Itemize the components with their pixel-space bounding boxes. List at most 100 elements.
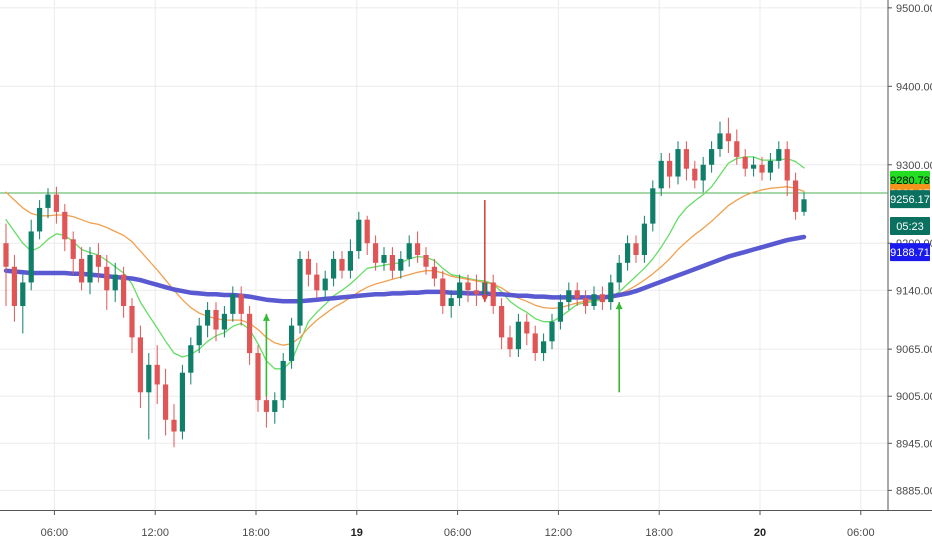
- candle-body: [709, 149, 715, 165]
- candle-body: [146, 364, 152, 393]
- y-tick-label: 9500.00: [896, 3, 932, 15]
- price-label-badge: [890, 190, 930, 209]
- candle-body: [801, 199, 807, 212]
- candle-body: [515, 321, 521, 350]
- price-label-text: 9256.17: [890, 194, 930, 206]
- candle-body: [725, 133, 731, 142]
- candle-body: [53, 194, 59, 212]
- candle-body: [675, 149, 681, 177]
- y-tick-label: 9400.00: [896, 81, 932, 93]
- candle-body: [339, 258, 345, 271]
- x-tick-label: 18:00: [242, 527, 270, 539]
- candle-body: [549, 321, 555, 342]
- price-label-text: 05:23: [896, 221, 924, 233]
- candle-body: [104, 266, 110, 291]
- candle-body: [137, 337, 143, 393]
- candle-body: [683, 149, 689, 169]
- candle-body: [574, 290, 580, 299]
- y-tick-label: 8885.00: [896, 485, 932, 497]
- candle-body: [129, 306, 135, 338]
- price-label-badge: [890, 216, 930, 235]
- candle-body: [423, 255, 429, 267]
- candle-body: [431, 266, 437, 279]
- candle-body: [658, 160, 664, 189]
- candle-body: [305, 258, 311, 275]
- candle-body: [398, 258, 404, 271]
- signal-arrow-head: [615, 302, 623, 310]
- candle-body: [171, 419, 177, 432]
- candle-body: [20, 282, 26, 306]
- candle-body: [247, 313, 253, 354]
- candle-body: [793, 180, 799, 212]
- candle-body: [238, 294, 244, 314]
- candle-body: [87, 255, 93, 283]
- signal-arrow-head: [481, 295, 489, 303]
- y-tick-label: 9005.00: [896, 391, 932, 403]
- candle-body: [331, 258, 337, 279]
- candle-body: [188, 345, 194, 373]
- candle-body: [499, 306, 505, 338]
- price-label-text: 9280.78: [890, 175, 930, 187]
- candle-body: [196, 325, 202, 346]
- candle-body: [448, 298, 454, 306]
- x-tick-label: 20: [754, 527, 766, 539]
- candle-body: [599, 294, 605, 303]
- candle-body: [163, 384, 169, 420]
- candle-body: [717, 133, 723, 150]
- candle-body: [406, 243, 412, 259]
- candle-body: [641, 223, 647, 255]
- candle-body: [289, 325, 295, 361]
- candle-body: [364, 219, 370, 244]
- x-tick-label: 19: [351, 527, 363, 539]
- candle-body: [625, 243, 631, 263]
- candle-body: [759, 164, 765, 173]
- moving-average-line: [3, 234, 807, 304]
- candle-body: [532, 333, 538, 354]
- candle-body: [608, 282, 614, 303]
- candle-body: [650, 188, 656, 224]
- candle-body: [230, 294, 236, 314]
- y-tick-label: 9300.00: [896, 160, 932, 172]
- candle-body: [213, 309, 219, 330]
- candle-body: [465, 282, 471, 291]
- candle-body: [389, 255, 395, 271]
- candle-body: [280, 360, 286, 401]
- candle-body: [767, 160, 773, 173]
- candle-body: [776, 149, 782, 161]
- candle-body: [784, 149, 790, 181]
- candle-body: [490, 282, 496, 306]
- y-tick-label: 9140.00: [896, 285, 932, 297]
- candle-body: [205, 309, 211, 326]
- candle-body: [95, 255, 101, 267]
- candle-body: [415, 243, 421, 255]
- candle-body: [45, 194, 51, 208]
- candle-body: [507, 337, 513, 350]
- candle-body: [37, 207, 43, 232]
- candle-body: [616, 262, 622, 283]
- candle-body: [457, 282, 463, 299]
- price-label-text: 9188.71: [890, 247, 930, 259]
- candle-body: [692, 168, 698, 181]
- candle-body: [179, 372, 185, 432]
- candle-body: [347, 251, 353, 271]
- moving-average-line: [5, 156, 805, 370]
- candle-body: [667, 160, 673, 177]
- candle-body: [121, 274, 127, 306]
- x-tick-label: 06:00: [41, 527, 69, 539]
- candle-body: [28, 231, 34, 283]
- candle-body: [322, 278, 328, 291]
- candle-body: [112, 274, 118, 291]
- candle-body: [751, 164, 757, 169]
- x-tick-label: 18:00: [645, 527, 673, 539]
- candle-body: [255, 353, 261, 401]
- candle-body: [297, 258, 303, 326]
- candle-body: [79, 258, 85, 283]
- candle-body: [566, 290, 572, 303]
- signal-arrow-head: [262, 313, 270, 321]
- candle-body: [381, 255, 387, 263]
- candle-body: [440, 278, 446, 306]
- candle-body: [541, 341, 547, 354]
